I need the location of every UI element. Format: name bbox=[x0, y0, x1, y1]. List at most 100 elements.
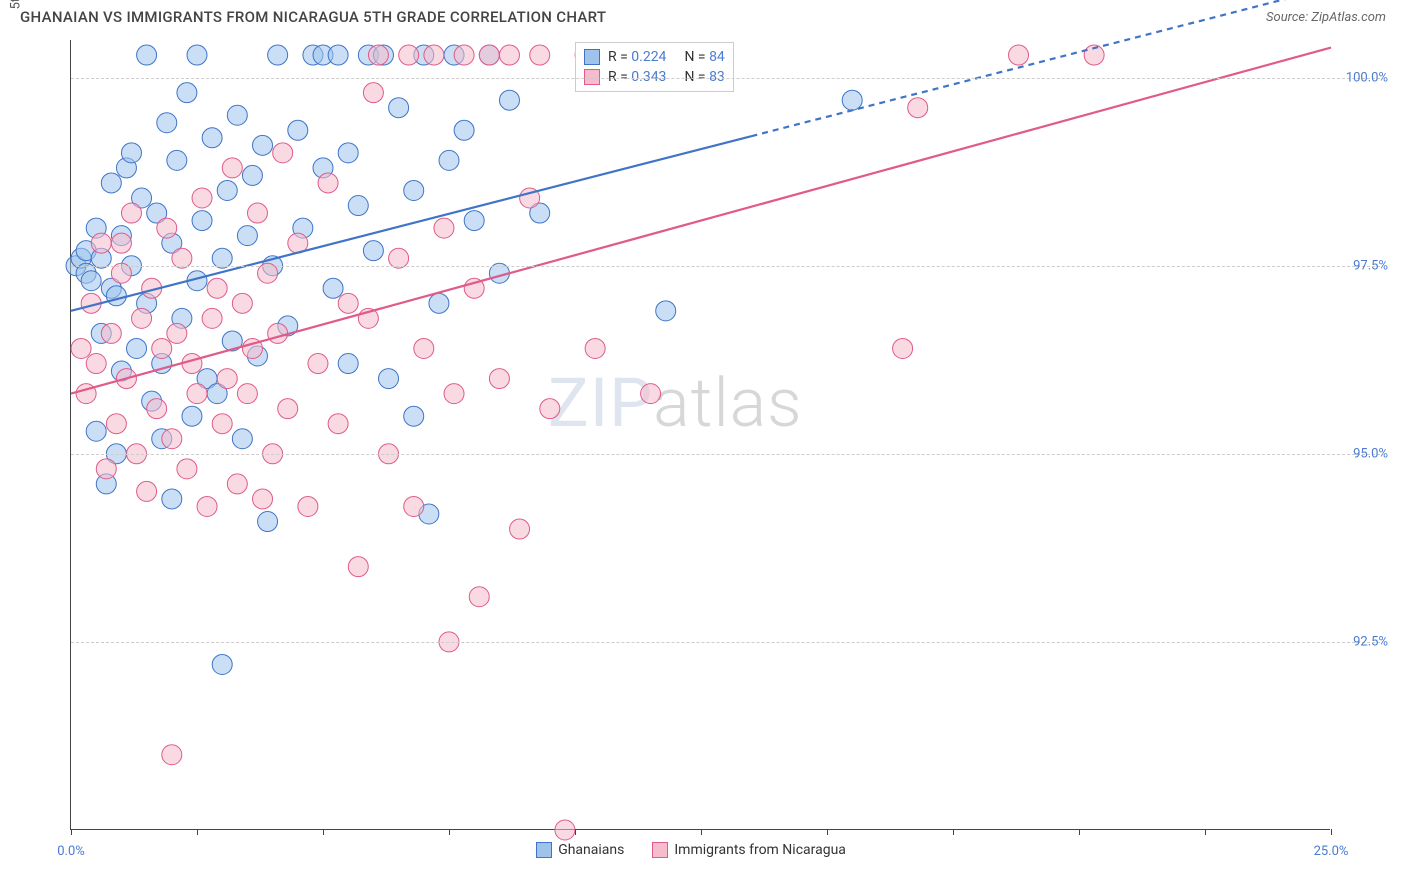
data-point bbox=[147, 399, 167, 419]
x-tick-label: 0.0% bbox=[57, 844, 85, 859]
data-point bbox=[404, 180, 424, 200]
data-point bbox=[414, 338, 434, 358]
data-point bbox=[540, 399, 560, 419]
data-point bbox=[268, 45, 288, 65]
data-point bbox=[237, 226, 257, 246]
data-point bbox=[404, 496, 424, 516]
stats-box: R = 0.224N = 84R = 0.343N = 83 bbox=[575, 42, 734, 92]
legend-item-nicaragua: Immigrants from Nicaragua bbox=[652, 842, 846, 858]
data-point bbox=[207, 278, 227, 298]
data-point bbox=[162, 489, 182, 509]
y-axis-label: 5th Grade bbox=[9, 0, 24, 9]
data-point bbox=[510, 519, 530, 539]
legend-label-2: Immigrants from Nicaragua bbox=[674, 842, 846, 858]
data-point bbox=[479, 45, 499, 65]
x-tick bbox=[953, 829, 954, 835]
data-point bbox=[530, 45, 550, 65]
data-point bbox=[197, 496, 217, 516]
data-point bbox=[121, 203, 141, 223]
x-tick bbox=[197, 829, 198, 835]
stats-n-label: N = 84 bbox=[684, 49, 724, 65]
data-point bbox=[187, 384, 207, 404]
data-point bbox=[96, 459, 116, 479]
data-point bbox=[227, 474, 247, 494]
data-point bbox=[278, 399, 298, 419]
data-point bbox=[469, 587, 489, 607]
gridline bbox=[71, 642, 1380, 643]
data-point bbox=[328, 45, 348, 65]
data-point bbox=[288, 120, 308, 140]
data-point bbox=[106, 286, 126, 306]
gridline bbox=[71, 78, 1380, 79]
data-point bbox=[217, 369, 237, 389]
data-point bbox=[258, 512, 278, 532]
data-point bbox=[91, 233, 111, 253]
data-point bbox=[232, 293, 252, 313]
x-tick bbox=[71, 829, 72, 835]
data-point bbox=[464, 211, 484, 231]
data-point bbox=[268, 323, 288, 343]
legend-swatch-pink bbox=[652, 842, 668, 858]
x-tick bbox=[701, 829, 702, 835]
stats-swatch bbox=[584, 49, 600, 65]
data-point bbox=[338, 143, 358, 163]
legend-item-ghanaians: Ghanaians bbox=[536, 842, 624, 858]
data-point bbox=[348, 196, 368, 216]
data-point bbox=[227, 105, 247, 125]
data-point bbox=[273, 143, 293, 163]
data-point bbox=[71, 338, 91, 358]
x-tick bbox=[449, 829, 450, 835]
data-point bbox=[86, 421, 106, 441]
data-point bbox=[585, 338, 605, 358]
data-point bbox=[182, 406, 202, 426]
data-point bbox=[555, 820, 575, 840]
data-point bbox=[81, 271, 101, 291]
data-point bbox=[106, 414, 126, 434]
data-point bbox=[127, 338, 147, 358]
legend-label-1: Ghanaians bbox=[558, 842, 624, 858]
y-tick-label: 97.5% bbox=[1353, 258, 1388, 273]
data-point bbox=[202, 128, 222, 148]
data-point bbox=[162, 745, 182, 765]
x-tick bbox=[827, 829, 828, 835]
data-point bbox=[177, 83, 197, 103]
data-point bbox=[454, 45, 474, 65]
x-tick bbox=[575, 829, 576, 835]
data-point bbox=[232, 429, 252, 449]
data-point bbox=[101, 173, 121, 193]
data-point bbox=[323, 278, 343, 298]
data-point bbox=[167, 323, 187, 343]
data-point bbox=[1009, 45, 1029, 65]
data-point bbox=[499, 45, 519, 65]
data-point bbox=[212, 654, 232, 674]
data-point bbox=[424, 45, 444, 65]
gridline bbox=[71, 454, 1380, 455]
data-point bbox=[253, 489, 273, 509]
y-tick-label: 92.5% bbox=[1353, 634, 1388, 649]
y-tick-label: 95.0% bbox=[1353, 446, 1388, 461]
data-point bbox=[242, 165, 262, 185]
data-point bbox=[842, 90, 862, 110]
data-point bbox=[177, 459, 197, 479]
x-tick-label: 25.0% bbox=[1314, 844, 1349, 859]
legend-swatch-blue bbox=[536, 842, 552, 858]
data-point bbox=[338, 354, 358, 374]
data-point bbox=[101, 323, 121, 343]
data-point bbox=[641, 384, 661, 404]
data-point bbox=[404, 406, 424, 426]
data-point bbox=[908, 98, 928, 118]
plot-area: ZIPatlas R = 0.224N = 84R = 0.343N = 83 … bbox=[70, 40, 1330, 830]
data-point bbox=[167, 150, 187, 170]
source-attribution: Source: ZipAtlas.com bbox=[1266, 10, 1386, 25]
y-tick-label: 100.0% bbox=[1346, 70, 1388, 85]
data-point bbox=[86, 354, 106, 374]
x-tick bbox=[1331, 829, 1332, 835]
data-point bbox=[489, 369, 509, 389]
stats-r-label: R = 0.224 bbox=[608, 49, 666, 65]
data-point bbox=[157, 218, 177, 238]
data-point bbox=[137, 481, 157, 501]
x-tick bbox=[323, 829, 324, 835]
data-point bbox=[247, 203, 267, 223]
data-point bbox=[182, 354, 202, 374]
data-point bbox=[298, 496, 318, 516]
